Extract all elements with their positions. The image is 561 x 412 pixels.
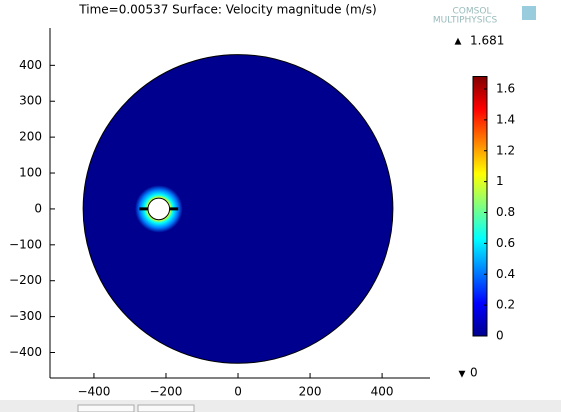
max-label: 1.681 (470, 34, 504, 48)
min-label: 0 (470, 366, 478, 380)
colorbar-tick-label: 1.4 (496, 112, 515, 126)
max-arrow: ▲ (455, 37, 462, 47)
colorbar-tick-label: 0 (496, 329, 504, 343)
domain (82, 54, 394, 364)
y-tick-label: 300 (19, 94, 42, 108)
y-tick-label: 0 (34, 201, 42, 215)
x-tick-label: 200 (299, 385, 322, 399)
colorbar-tick-label: 0.6 (496, 236, 515, 250)
colorbar-tick-label: 1.2 (496, 143, 515, 157)
chart-title: Time=0.00537 Surface: Velocity magnitude… (78, 3, 376, 17)
min-arrow: ▼ (459, 370, 466, 380)
y-tick-label: 400 (19, 58, 42, 72)
x-tick-label: 400 (371, 385, 394, 399)
y-tick-label: 100 (19, 166, 42, 180)
y-tick-label: −100 (9, 237, 42, 251)
y-tick-label: −200 (9, 273, 42, 287)
logo-icon (522, 6, 536, 20)
colorbar-tick-label: 1 (496, 174, 504, 188)
watermark: MULTIPHYSICS (433, 16, 498, 26)
x-tick-label: −400 (77, 385, 110, 399)
x-tick-label: 0 (234, 385, 242, 399)
y-tick-label: −400 (9, 345, 42, 359)
obstacle (147, 197, 171, 221)
colorbar-tick-label: 0.2 (496, 298, 515, 312)
tab[interactable] (137, 404, 195, 412)
colorbar-tick-label: 0.4 (496, 267, 515, 281)
colorbar-tick-label: 1.6 (496, 82, 515, 96)
colorbar-tick-label: 0.8 (496, 205, 515, 219)
colorbar (472, 76, 488, 337)
y-tick-label: −300 (9, 309, 42, 323)
x-tick-label: −200 (149, 385, 182, 399)
watermark: COMSOL (453, 7, 492, 17)
tab[interactable] (77, 404, 135, 412)
y-tick-label: 200 (19, 130, 42, 144)
